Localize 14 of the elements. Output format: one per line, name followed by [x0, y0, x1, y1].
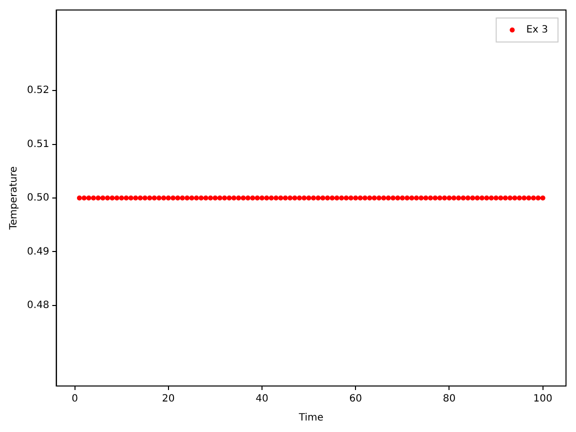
y-tick-label: 0.52 — [27, 85, 50, 96]
x-tick-label: 0 — [72, 394, 78, 405]
y-tick-label: 0.48 — [27, 300, 50, 312]
x-tick-label: 20 — [162, 394, 175, 405]
y-tick-label: 0.50 — [27, 192, 50, 204]
x-tick-label: 80 — [442, 394, 456, 405]
x-tick-label: 100 — [533, 394, 552, 405]
y-axis-title: Temperature — [8, 166, 20, 231]
x-axis-title: Time — [298, 412, 324, 424]
x-tick-label: 40 — [256, 394, 268, 405]
y-tick-label: 0.49 — [27, 246, 50, 258]
x-tick-label: 60 — [349, 394, 362, 405]
legend-label: Ex 3 — [526, 24, 548, 36]
y-tick-label: 0.51 — [27, 138, 50, 150]
